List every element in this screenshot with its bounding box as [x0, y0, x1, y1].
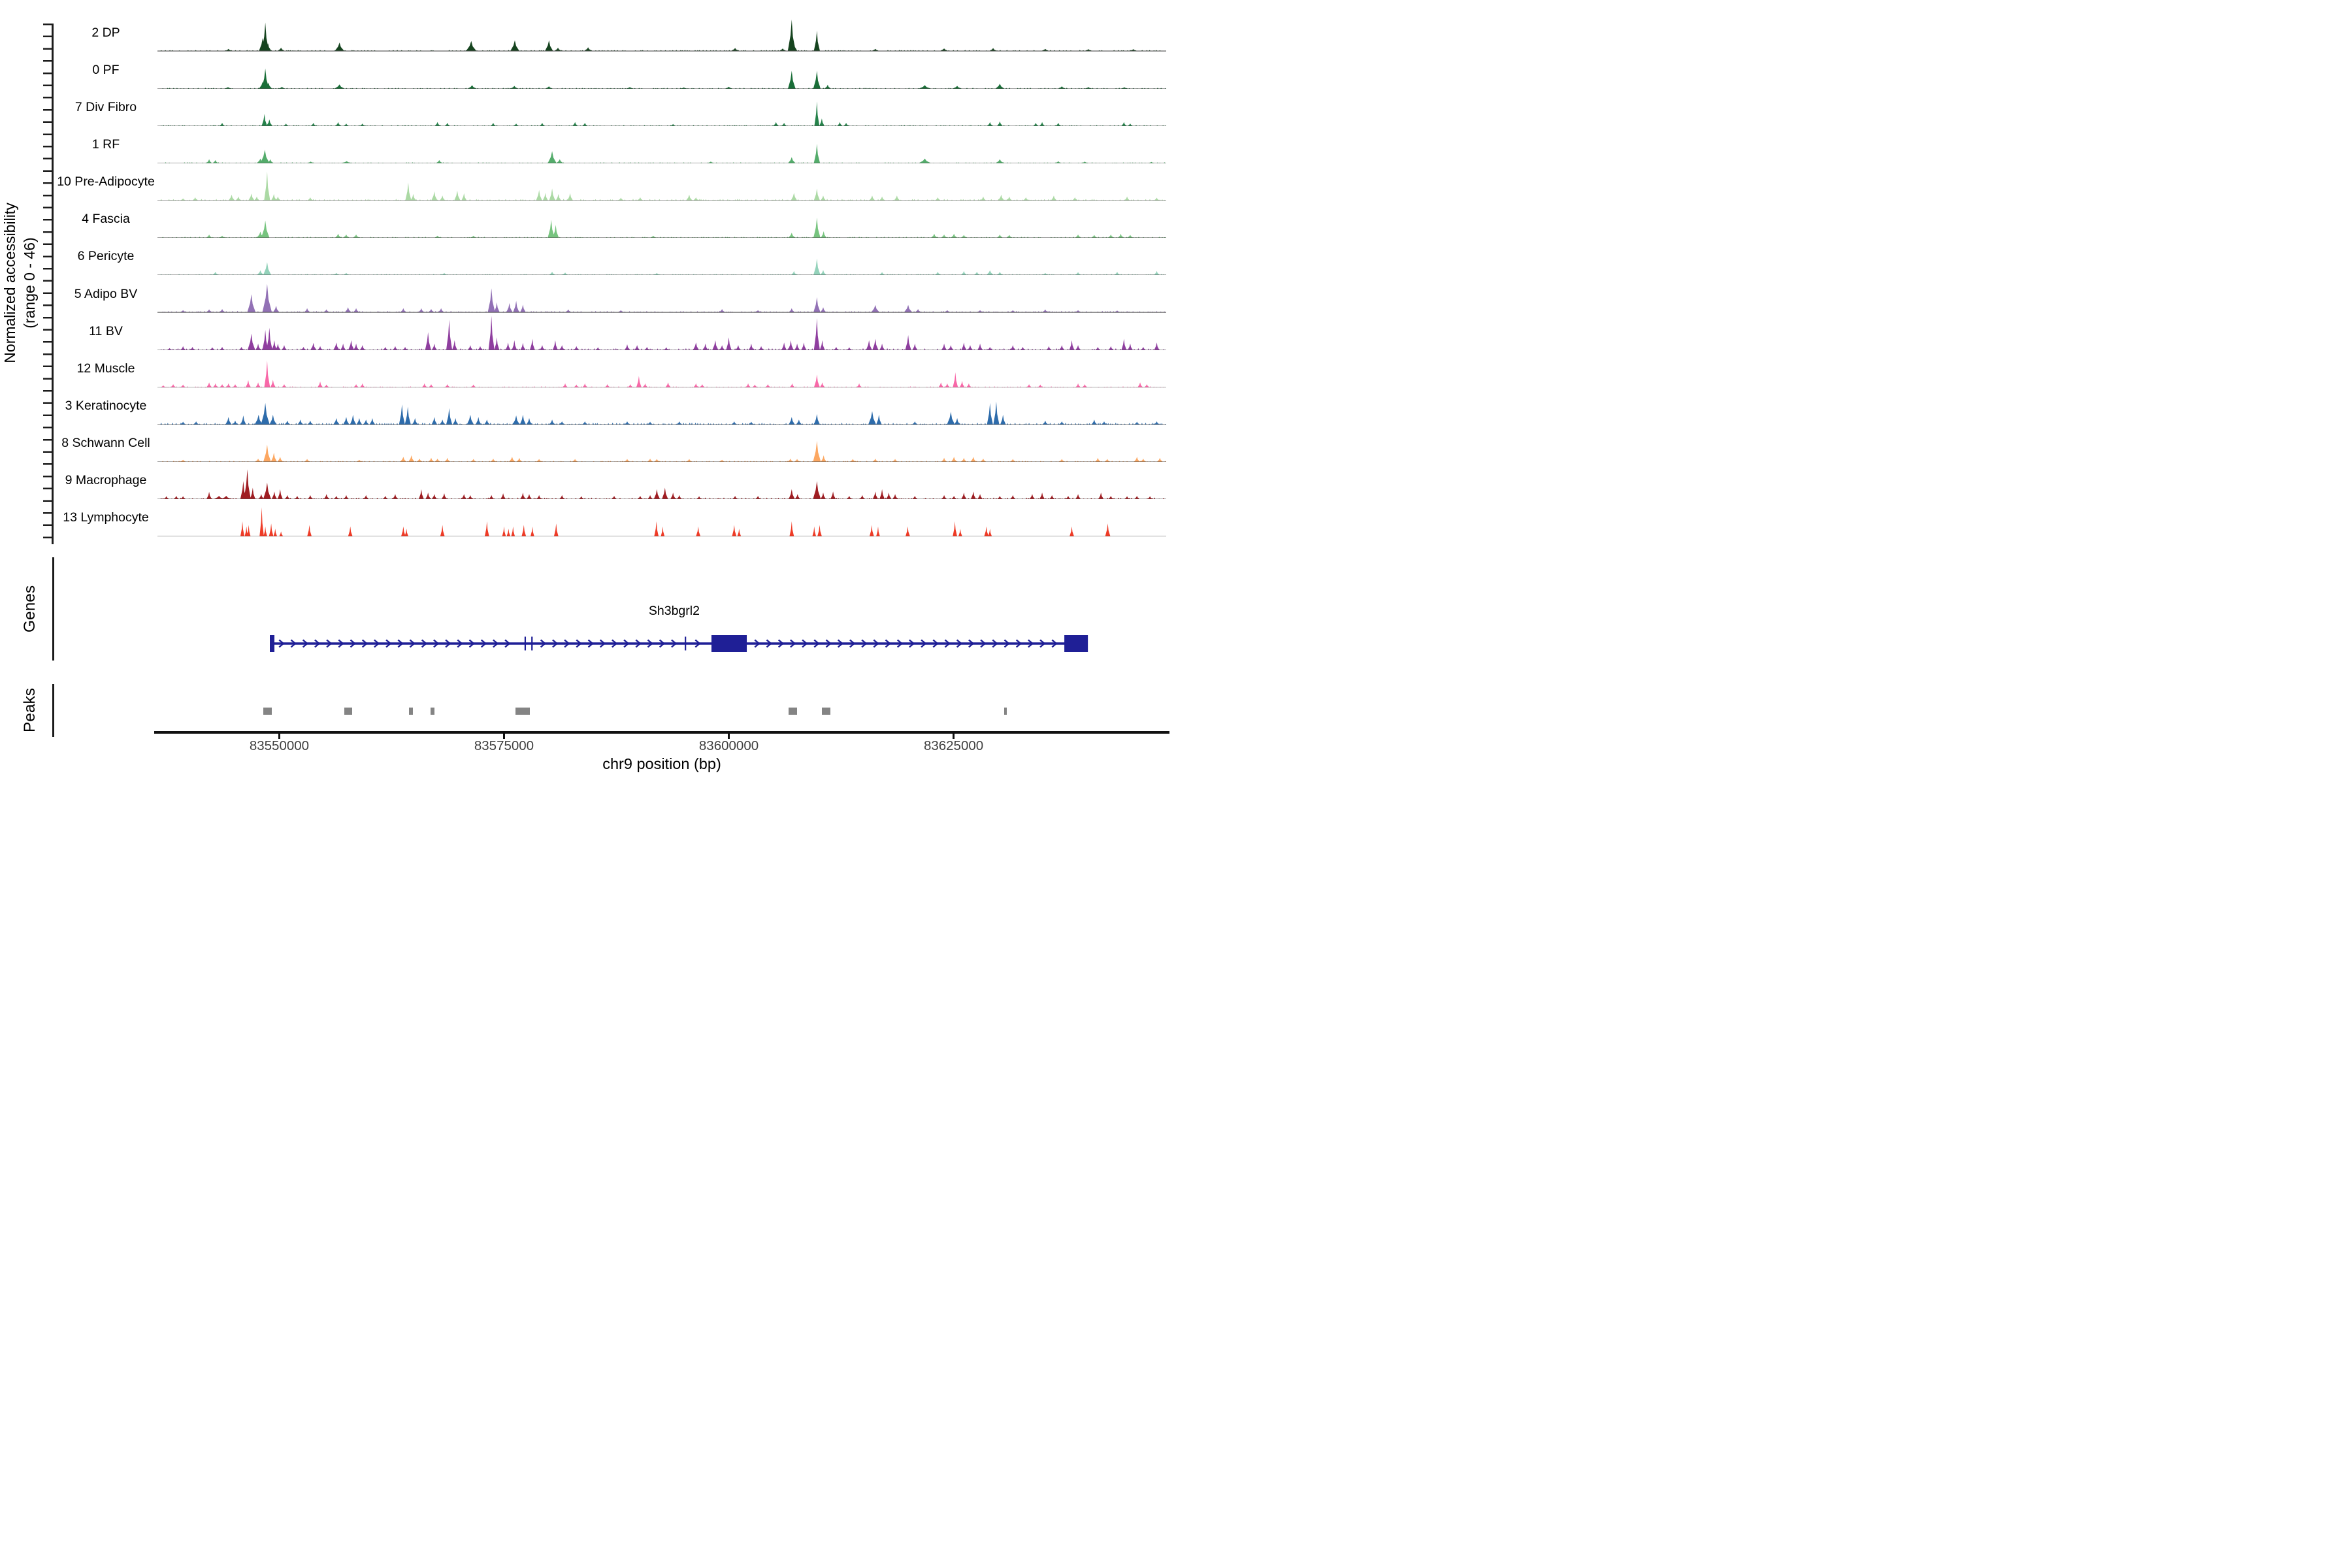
track-row — [157, 238, 1168, 276]
track-row — [157, 89, 1167, 127]
genes-bracket — [52, 557, 54, 661]
track-signal — [157, 440, 1166, 463]
x-axis-tick-label: 83550000 — [249, 738, 310, 753]
y-axis-label-line1: Normalized accessibility — [1, 203, 19, 363]
x-axis-tick — [278, 734, 280, 739]
peak-call-box — [430, 708, 434, 715]
track-row — [157, 462, 1169, 500]
track-signal — [157, 360, 1168, 388]
track-row — [157, 275, 1170, 314]
gene-exon — [1064, 635, 1088, 652]
track-peaks — [161, 360, 1149, 387]
x-axis-tick-label: 83575000 — [474, 738, 534, 753]
peaks-panel-label: Peaks — [21, 687, 39, 733]
track-signal — [157, 401, 1167, 425]
gene-model — [270, 635, 1088, 652]
gene-exon — [524, 636, 527, 651]
track-row — [157, 201, 1168, 238]
track-signal — [157, 284, 1170, 314]
track-label: 7 Div Fibro — [74, 99, 137, 114]
track-signal — [157, 20, 1168, 52]
track-signal — [157, 316, 1169, 351]
track-label: 4 Fascia — [82, 212, 130, 227]
track-signal — [157, 101, 1167, 127]
peak-call-box — [822, 708, 831, 715]
y-axis-label: Normalized accessibility (range 0 - 46) — [1, 203, 40, 363]
peak-call-box — [1004, 708, 1007, 715]
x-axis-tick — [503, 734, 505, 739]
gene-direction-chevrons — [278, 639, 1058, 648]
y-axis-ruler — [43, 24, 54, 544]
track-label: 12 Muscle — [76, 361, 135, 376]
track-label: 3 Keratinocyte — [65, 399, 147, 413]
track-signal — [157, 143, 1170, 164]
gene-name-label: Sh3bgrl2 — [648, 604, 700, 618]
track-label: 8 Schwann Cell — [61, 436, 150, 451]
track-row — [157, 52, 1167, 90]
track-label: 1 RF — [91, 137, 120, 152]
gene-exon — [531, 636, 533, 651]
peak-calls-row — [157, 708, 1166, 715]
x-axis-tick — [728, 734, 730, 739]
track-peaks — [224, 68, 1128, 89]
track-row — [157, 425, 1166, 463]
track-label: 0 PF — [92, 62, 120, 77]
track-signal — [157, 469, 1169, 500]
track-label: 6 Pericyte — [77, 249, 135, 264]
genes-panel-label: Genes — [21, 585, 39, 633]
track-label: 10 Pre-Adipocyte — [57, 174, 155, 189]
track-row — [157, 126, 1170, 164]
track-label: 11 BV — [89, 323, 123, 338]
track-peaks — [180, 284, 1120, 312]
track-peaks — [225, 20, 1137, 51]
track-label: 2 DP — [91, 25, 120, 40]
track-row — [157, 163, 1169, 201]
track-peaks — [180, 401, 1160, 425]
track-peaks — [220, 101, 1133, 126]
track-signal — [157, 507, 1166, 537]
track-row — [157, 14, 1168, 52]
track-noise — [160, 50, 1168, 51]
tracks-area — [157, 14, 1170, 537]
track-peaks — [167, 316, 1160, 350]
track-signal — [157, 171, 1169, 201]
y-axis-label-line2: (range 0 - 46) — [21, 237, 38, 329]
track-peaks — [206, 143, 1155, 163]
x-axis-tick-label: 83600000 — [698, 738, 759, 753]
track-label: 5 Adipo BV — [74, 286, 138, 301]
track-label: 13 Lymphocyte — [63, 510, 149, 525]
track-signal — [157, 68, 1167, 90]
peak-call-box — [409, 708, 414, 715]
track-noise — [160, 422, 1167, 425]
x-axis-title: chr9 position (bp) — [602, 755, 721, 772]
track-label: 9 Macrophage — [65, 473, 147, 488]
x-axis-tick-label: 83625000 — [923, 738, 984, 753]
track-signal — [157, 258, 1168, 276]
x-axis-tick — [953, 734, 955, 739]
peaks-bracket — [52, 684, 54, 737]
track-row — [157, 350, 1168, 388]
figure-root: Normalized accessibility (range 0 - 46) … — [0, 0, 1176, 784]
peak-call-box — [515, 708, 530, 715]
gene-exon — [711, 635, 747, 652]
track-peaks — [212, 258, 1160, 275]
gene-exon — [685, 636, 687, 651]
track-peaks — [163, 469, 1153, 499]
track-peaks — [180, 171, 1160, 201]
track-peaks — [240, 507, 1111, 536]
track-row — [157, 313, 1169, 351]
gene-exon — [270, 635, 275, 652]
track-peaks — [180, 440, 1163, 462]
track-peaks — [206, 218, 1134, 238]
peak-call-box — [344, 708, 352, 715]
track-signal — [157, 218, 1168, 238]
track-noise — [160, 348, 1169, 350]
peak-call-box — [263, 708, 272, 715]
peak-call-box — [788, 708, 797, 715]
track-row — [157, 499, 1166, 537]
track-noise — [165, 162, 1170, 163]
track-row — [157, 387, 1167, 425]
x-axis-line — [154, 731, 1169, 734]
track-noise — [160, 199, 1169, 201]
